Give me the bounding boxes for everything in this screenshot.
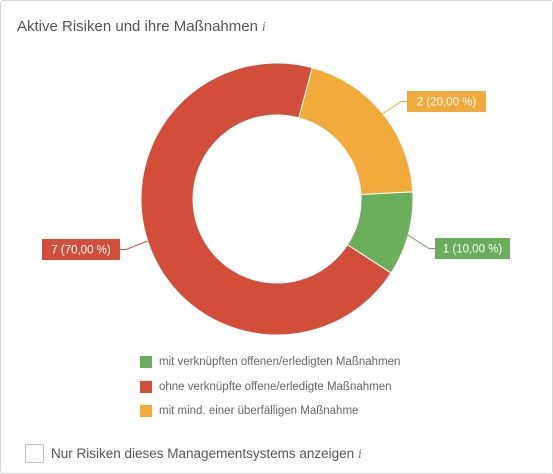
- donut-data-labels: 2 (20,00 %) 1 (10,00 %) 7 (70,00 %): [42, 91, 510, 260]
- data-label-box: [407, 91, 486, 112]
- legend-item[interactable]: ohne verknüpfte offene/erledigte Maßnahm…: [140, 375, 400, 400]
- legend-swatch: [140, 380, 152, 393]
- label-leader-line: [380, 101, 407, 116]
- filter-checkbox-label[interactable]: Nur Risiken dieses Managementsystems anz…: [51, 446, 355, 461]
- legend-swatch: [140, 405, 152, 418]
- chart-title: Aktive Risiken und ihre Maßnahmen: [17, 18, 258, 35]
- label-leader-line: [405, 233, 435, 249]
- donut-slices: [140, 62, 414, 336]
- filter-checkbox[interactable]: [25, 444, 44, 463]
- legend-label: mit verknüpften offenen/erledigten Maßna…: [159, 356, 401, 369]
- legend-label: mit mind. einer überfälligen Maßnahme: [159, 405, 359, 418]
- label-leader-line: [120, 240, 148, 250]
- data-label: 1 (10,00 %): [443, 244, 503, 256]
- chart-header: Aktive Risiken und ihre Maßnahmen i: [17, 18, 266, 38]
- info-icon[interactable]: i: [358, 446, 362, 461]
- legend-swatch: [140, 356, 152, 369]
- data-label: 7 (70,00 %): [51, 245, 111, 257]
- chart-legend: mit verknüpften offenen/erledigten Maßna…: [140, 350, 400, 424]
- legend-item[interactable]: mit verknüpften offenen/erledigten Maßna…: [140, 350, 400, 375]
- donut-slice[interactable]: [298, 67, 414, 196]
- donut-slice[interactable]: [140, 62, 392, 336]
- info-icon[interactable]: i: [261, 20, 266, 34]
- legend-label: ohne verknüpfte offene/erledigte Maßnahm…: [159, 380, 392, 393]
- data-label-box: [42, 239, 120, 260]
- filter-row: Nur Risiken dieses Managementsystems anz…: [25, 444, 362, 463]
- legend-item[interactable]: mit mind. einer überfälligen Maßnahme: [140, 399, 400, 424]
- data-label-box: [435, 238, 510, 259]
- data-label: 2 (20,00 %): [417, 97, 477, 109]
- donut-chart: 2 (20,00 %) 1 (10,00 %) 7 (70,00 %): [42, 62, 510, 336]
